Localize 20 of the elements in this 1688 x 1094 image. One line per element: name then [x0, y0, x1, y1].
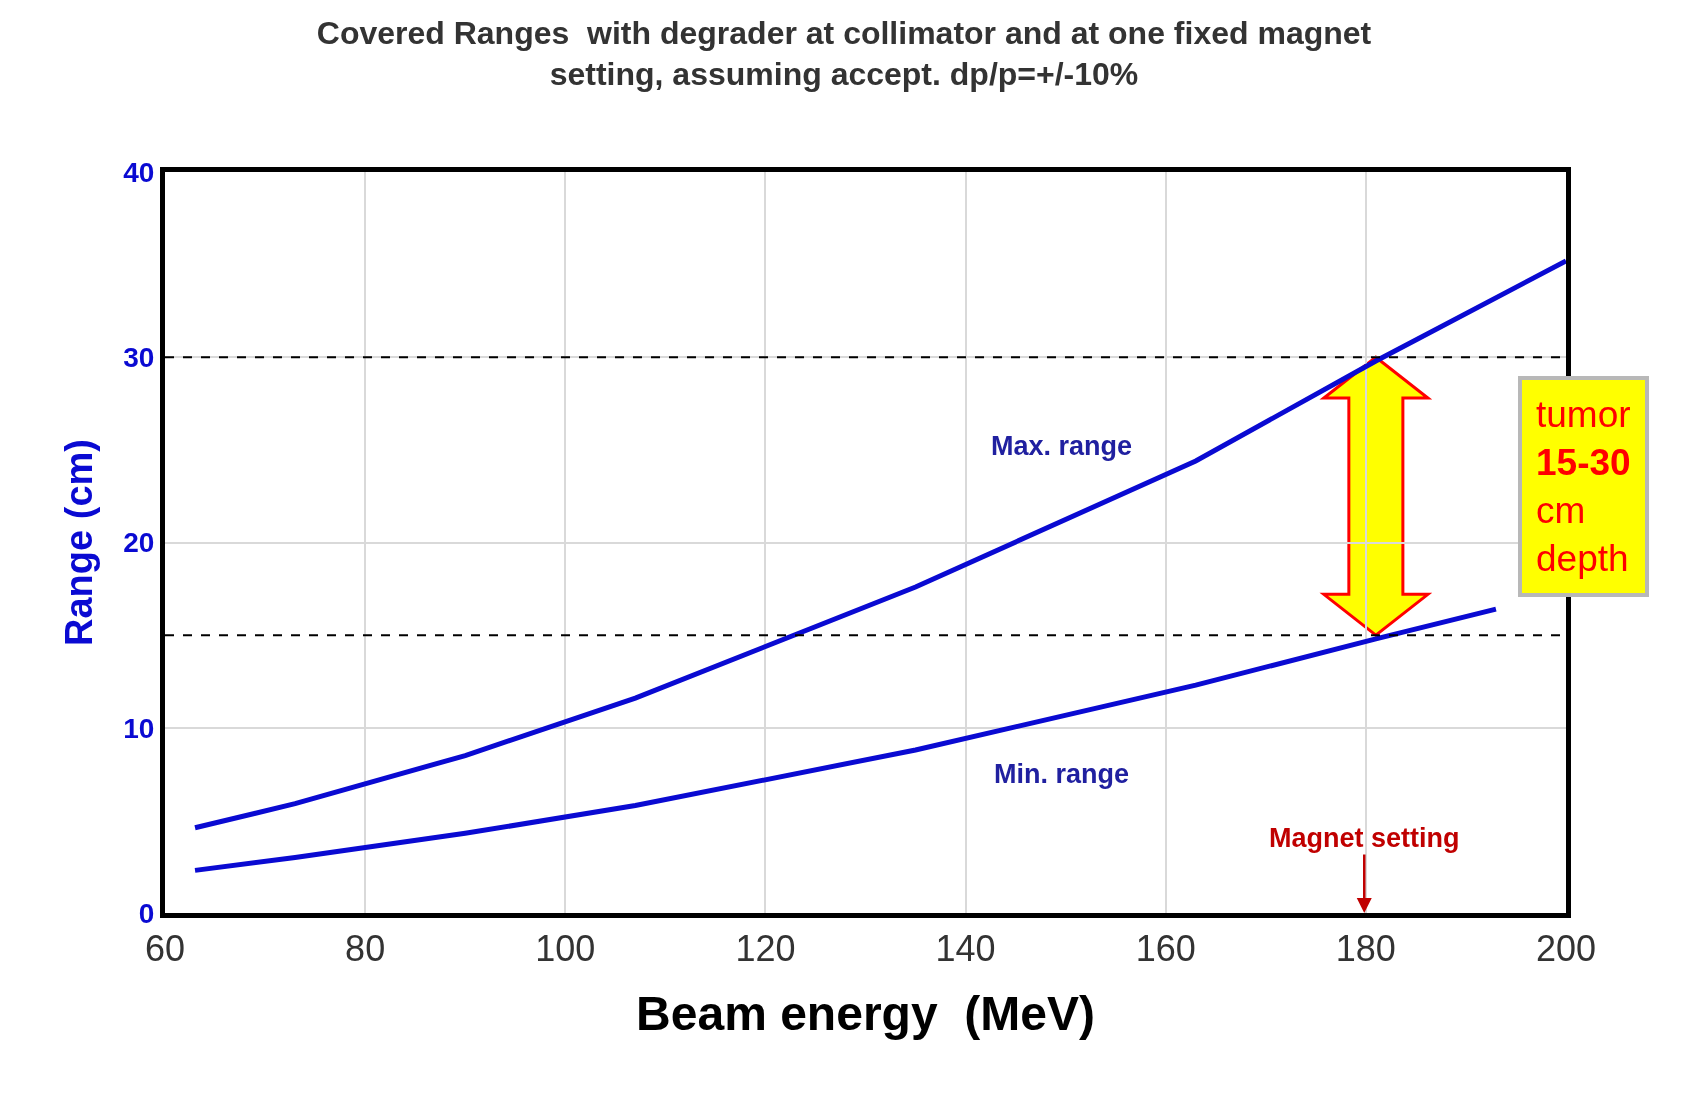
- x-tick-label: 60: [144, 928, 186, 970]
- chart-title: Covered Ranges with degrader at collimator and at one fixed magnet setting, assuming accept. dp/p=+/-10%: [316, 14, 1372, 93]
- x-tick-label: 200: [1535, 928, 1597, 970]
- y-axis-title: Range (cm): [58, 439, 101, 646]
- y-tick-label: 10: [123, 712, 155, 744]
- x-tick-label: 140: [935, 928, 996, 970]
- x-tick-label: 80: [345, 928, 386, 970]
- x-axis-title: Beam energy (MeV): [636, 987, 1095, 1041]
- y-tick-label: 40: [123, 156, 155, 188]
- y-tick-label: 0: [138, 897, 155, 929]
- annotation: Max. range: [991, 431, 1133, 461]
- x-tick-label: 120: [735, 928, 796, 970]
- x-tick-label: 180: [1335, 928, 1396, 970]
- y-tick-label: 30: [123, 342, 155, 374]
- x-tick-label: 100: [535, 928, 596, 970]
- y-tick-label: 20: [123, 527, 155, 559]
- annotation: Magnet setting: [1269, 823, 1460, 853]
- annotation: Min. range: [994, 759, 1130, 789]
- annotation: tumor 15-30 cm depth: [1536, 394, 1631, 580]
- x-tick-label: 160: [1135, 928, 1196, 970]
